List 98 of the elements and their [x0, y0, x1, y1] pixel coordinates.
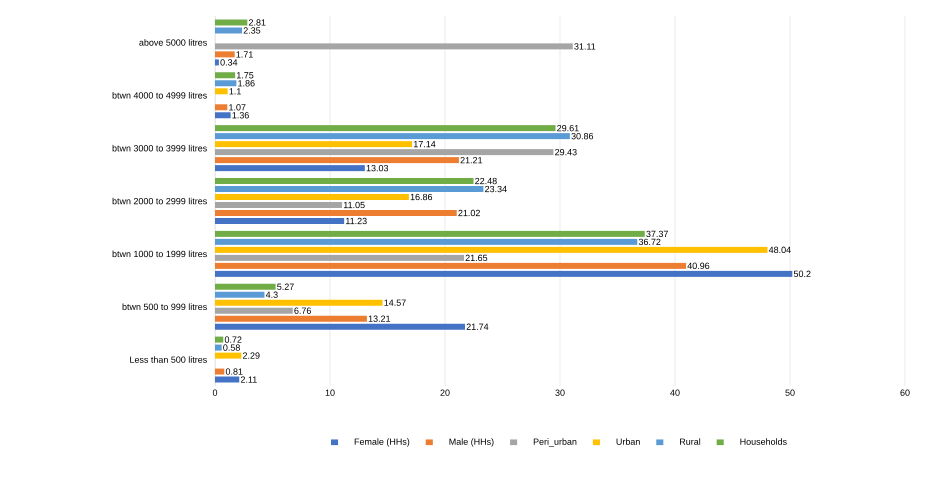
bar: [215, 270, 792, 277]
bar: [215, 194, 409, 200]
legend-label: Female (HHs): [354, 438, 410, 447]
bar: [215, 27, 242, 34]
bar: [215, 316, 367, 322]
bar: [215, 254, 464, 261]
data-label: 21.65: [466, 254, 488, 262]
data-label: 2.81: [248, 19, 266, 26]
data-label: 48.04: [768, 246, 791, 254]
bar: [215, 165, 365, 172]
legend-label: Peri_urban: [534, 438, 576, 447]
data-label: 11.05: [344, 202, 365, 208]
x-tick-label: 20: [440, 390, 450, 396]
bar: [215, 344, 222, 351]
bar: [215, 141, 412, 148]
bar: [215, 246, 768, 253]
bar: [215, 80, 236, 86]
x-tick-label: 10: [326, 390, 335, 396]
bar: [215, 202, 342, 208]
bar: [215, 336, 224, 343]
bar: [215, 59, 219, 66]
legend-label: Households: [740, 438, 787, 445]
bar: [215, 238, 638, 245]
bar: [215, 284, 276, 290]
legend-label: Rural: [680, 438, 700, 445]
bar: [215, 324, 466, 330]
data-label: 13.03: [366, 164, 388, 172]
data-label: 36.72: [638, 238, 660, 246]
y-tick-label: btwn 4000 to 4999 litres: [112, 92, 207, 99]
bar: [215, 133, 570, 140]
data-label: 21.74: [466, 324, 488, 330]
bar: [215, 149, 554, 156]
bar: [215, 186, 484, 192]
bar: [215, 230, 645, 237]
x-tick-label: 60: [900, 390, 910, 396]
bar: [215, 218, 344, 224]
bar: [215, 51, 235, 58]
data-label: 5.27: [277, 284, 294, 290]
data-label: 1.75: [237, 72, 254, 78]
data-label: 6.76: [294, 308, 311, 314]
data-label: 11.23: [346, 218, 367, 224]
data-label: 16.86: [410, 194, 432, 200]
x-tick-label: 30: [555, 390, 565, 396]
data-label: 29.43: [555, 148, 577, 156]
bar: [215, 210, 457, 216]
data-label: 40.96: [687, 262, 710, 270]
data-label: 1.71: [236, 51, 253, 58]
bar: [215, 368, 224, 375]
data-label: 2.35: [244, 27, 260, 34]
data-label: 22.48: [475, 178, 497, 184]
y-tick-label: btwn 2000 to 2999 litres: [112, 198, 207, 204]
data-label: 30.86: [571, 132, 594, 140]
x-tick-label: 0: [212, 390, 218, 396]
data-label: 50.2: [794, 270, 810, 278]
x-tick-label: 40: [670, 390, 680, 396]
data-label: 4.3: [266, 292, 278, 298]
bar: [215, 262, 686, 269]
bar: [215, 352, 242, 359]
data-label: 1.86: [238, 80, 255, 86]
data-label: 0.58: [223, 344, 240, 351]
x-tick-label: 50: [785, 390, 795, 396]
data-label: 17.14: [414, 141, 436, 148]
bar: [215, 178, 474, 184]
data-label: 31.11: [574, 43, 596, 50]
data-label: 21.02: [458, 210, 480, 216]
data-label: 13.21: [368, 316, 390, 322]
bar: [215, 72, 236, 78]
data-label: 1.36: [232, 112, 249, 118]
data-label: 2.11: [240, 376, 257, 383]
data-label: 23.34: [485, 186, 507, 192]
data-label: 1.07: [229, 104, 246, 110]
legend-label: Urban: [616, 438, 640, 445]
data-label: 0.72: [224, 336, 242, 343]
bar: [215, 300, 383, 306]
bar: [215, 157, 459, 164]
legend-label: Male (HHs): [450, 438, 494, 447]
bar: [215, 376, 240, 383]
bar: [215, 308, 293, 314]
data-label: 2.29: [242, 352, 260, 359]
data-label: 0.34: [220, 59, 238, 66]
bar: [215, 19, 248, 26]
y-tick-label: btwn 500 to 999 litres: [122, 303, 207, 310]
y-tick-label: Less than 500 litres: [130, 356, 207, 363]
bar: [215, 88, 228, 94]
bar: [215, 43, 573, 50]
data-label: 1.1: [230, 88, 241, 94]
bar: [215, 125, 556, 132]
bar: [215, 112, 231, 118]
data-label: 0.81: [226, 368, 243, 375]
data-label: 29.61: [557, 124, 579, 132]
data-label: 37.37: [646, 230, 668, 238]
data-label: 21.21: [460, 156, 482, 164]
y-tick-label: above 5000 litres: [139, 39, 207, 46]
bar: [215, 104, 228, 110]
bar: [215, 292, 264, 298]
y-tick-label: btwn 3000 to 3999 litres: [112, 144, 207, 152]
y-tick-label: btwn 1000 to 1999 litres: [112, 250, 207, 258]
data-label: 14.57: [384, 300, 406, 306]
